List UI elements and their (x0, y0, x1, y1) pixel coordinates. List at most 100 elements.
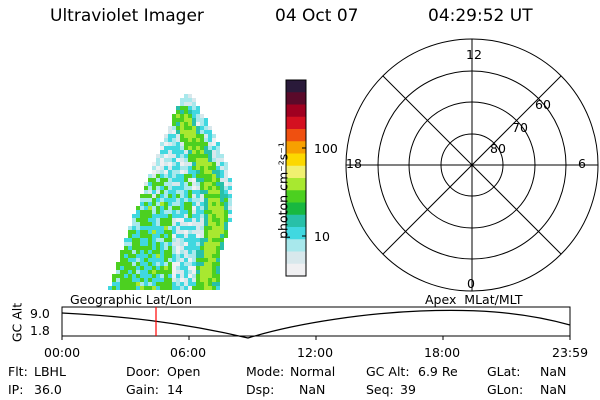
aurora-pixel (224, 206, 228, 210)
aurora-pixel (212, 286, 216, 290)
aurora-pixel (132, 246, 136, 250)
aurora-pixel (196, 258, 200, 262)
aurora-pixel (172, 222, 176, 226)
aurora-pixel (116, 270, 120, 274)
aurora-pixel (156, 286, 160, 290)
aurora-pixel (168, 130, 172, 134)
aurora-pixel (196, 118, 200, 122)
aurora-pixel (216, 254, 220, 258)
aurora-pixel (212, 170, 216, 174)
aurora-pixel (204, 266, 208, 270)
aurora-pixel (176, 210, 180, 214)
colorbar-segment (286, 92, 306, 106)
aurora-pixel (136, 258, 140, 262)
aurora-pixel (176, 206, 180, 210)
aurora-pixel (168, 282, 172, 286)
aurora-pixel (164, 198, 168, 202)
aurora-pixel (200, 270, 204, 274)
aurora-pixel (196, 170, 200, 174)
aurora-pixel (216, 238, 220, 242)
aurora-pixel (144, 182, 148, 186)
aurora-pixel (176, 110, 180, 114)
aurora-pixel (220, 226, 224, 230)
aurora-pixel (172, 266, 176, 270)
aurora-pixel (224, 178, 228, 182)
aurora-pixel (184, 250, 188, 254)
aurora-pixel (128, 254, 132, 258)
aurora-pixel (200, 258, 204, 262)
aurora-pixel (152, 198, 156, 202)
aurora-pixel (188, 270, 192, 274)
aurora-pixel (224, 162, 228, 166)
mode-value: Normal (290, 364, 336, 379)
aurora-pixel (172, 190, 176, 194)
aurora-pixel (200, 150, 204, 154)
aurora-pixel (216, 202, 220, 206)
aurora-pixel (188, 198, 192, 202)
aurora-pixel (124, 242, 128, 246)
aurora-pixel (116, 286, 120, 290)
aurora-pixel (156, 186, 160, 190)
aurora-pixel (164, 266, 168, 270)
time-label: 04:29:52 UT (428, 6, 533, 26)
aurora-pixel (200, 222, 204, 226)
aurora-pixel (172, 206, 176, 210)
aurora-pixel (164, 258, 168, 262)
aurora-pixel (212, 194, 216, 198)
aurora-pixel (152, 222, 156, 226)
aurora-pixel (204, 122, 208, 126)
aurora-pixel (212, 254, 216, 258)
aurora-pixel (144, 278, 148, 282)
aurora-pixel (136, 210, 140, 214)
aurora-pixel (164, 166, 168, 170)
aurora-pixel (216, 230, 220, 234)
aurora-pixel (200, 146, 204, 150)
aurora-pixel (204, 246, 208, 250)
aurora-pixel (204, 166, 208, 170)
aurora-pixel (184, 262, 188, 266)
aurora-pixel (220, 170, 224, 174)
aurora-pixel (208, 254, 212, 258)
colorbar-segment (286, 251, 306, 265)
aurora-pixel (164, 170, 168, 174)
aurora-pixel (164, 174, 168, 178)
aurora-pixel (200, 142, 204, 146)
aurora-pixel (180, 242, 184, 246)
aurora-pixel (128, 226, 132, 230)
aurora-pixel (172, 274, 176, 278)
aurora-pixel (132, 238, 136, 242)
aurora-pixel (180, 230, 184, 234)
aurora-pixel (192, 242, 196, 246)
aurora-pixel (128, 230, 132, 234)
aurora-pixel (176, 178, 180, 182)
aurora-pixel (184, 130, 188, 134)
aurora-pixel (156, 198, 160, 202)
aurora-pixel (164, 142, 168, 146)
aurora-pixel (152, 274, 156, 278)
aurora-pixel (180, 98, 184, 102)
aurora-pixel (168, 158, 172, 162)
aurora-pixel (160, 158, 164, 162)
aurora-pixel (228, 218, 232, 222)
timeline-xtick-4: 23:59 (552, 345, 589, 360)
aurora-pixel (160, 238, 164, 242)
aurora-pixel (216, 226, 220, 230)
aurora-pixel (212, 198, 216, 202)
timeline-xtick-2: 12:00 (297, 345, 334, 360)
aurora-pixel (208, 194, 212, 198)
aurora-pixel (184, 134, 188, 138)
aurora-pixel (192, 274, 196, 278)
aurora-pixel (188, 122, 192, 126)
aurora-pixel (136, 242, 140, 246)
aurora-pixel (176, 214, 180, 218)
colorbar-tick-100: 100 (314, 141, 338, 156)
aurora-pixel (132, 250, 136, 254)
aurora-pixel (204, 226, 208, 230)
aurora-pixel (188, 202, 192, 206)
aurora-pixel (144, 218, 148, 222)
aurora-pixel (180, 238, 184, 242)
aurora-pixel (176, 130, 180, 134)
aurora-pixel (168, 286, 172, 290)
aurora-pixel (120, 286, 124, 290)
aurora-pixel (200, 134, 204, 138)
